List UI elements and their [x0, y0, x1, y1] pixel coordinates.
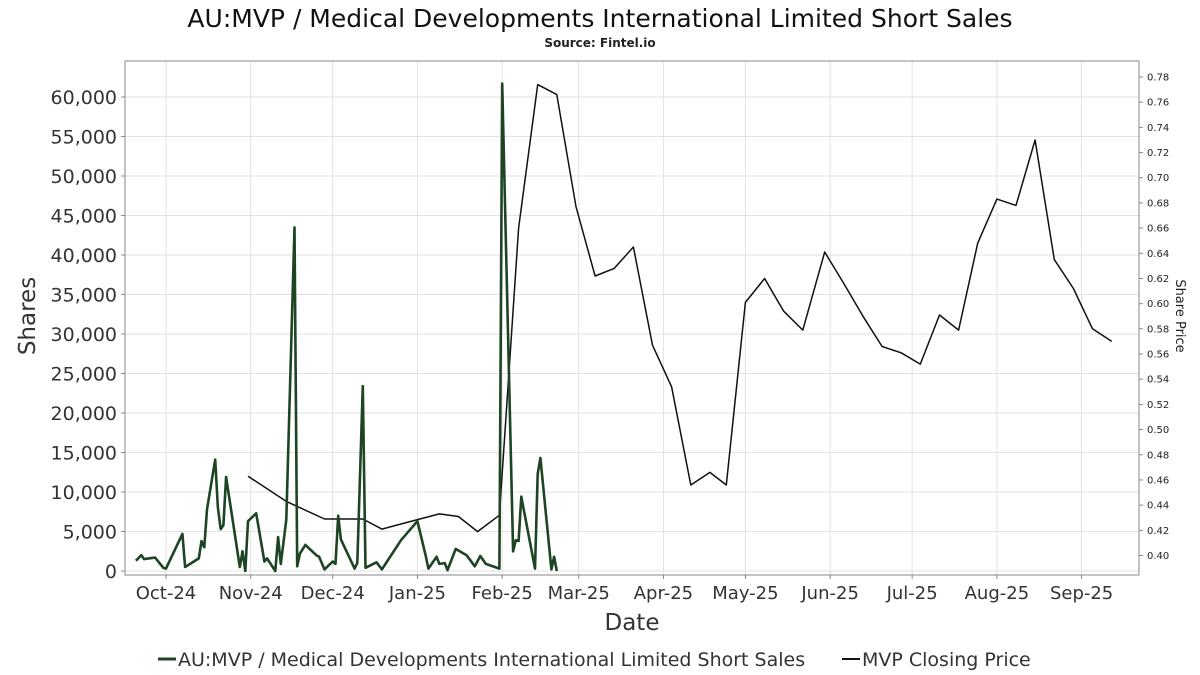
y2-tick-label: 0.78	[1147, 73, 1169, 84]
x-tick-label: Jan-25	[388, 583, 446, 604]
y2-tick-label: 0.44	[1147, 501, 1169, 512]
y2-tick-label: 0.70	[1147, 173, 1169, 184]
y2-tick-label: 0.62	[1147, 274, 1169, 285]
y-tick-label: 50,000	[51, 166, 117, 188]
y-tick-label: 20,000	[51, 403, 117, 425]
y-tick-label: 0	[105, 561, 117, 583]
y2-tick-label: 0.46	[1147, 475, 1169, 486]
y2-tick-label: 0.60	[1147, 299, 1169, 310]
x-tick-label: Dec-24	[301, 583, 365, 604]
chart-subtitle: Source: Fintel.io	[544, 36, 655, 50]
y2-tick-label: 0.72	[1147, 148, 1169, 159]
right-axis-ticks: 0.40 0.42 0.44 0.46 0.48 0.50 0.52 0.54 0.56 0.58…	[1139, 73, 1169, 562]
x-tick-label: Nov-24	[219, 583, 283, 604]
y2-tick-label: 0.50	[1147, 425, 1169, 436]
y2-tick-label: 0.42	[1147, 526, 1169, 537]
y2-tick-label: 0.64	[1147, 249, 1169, 260]
chart-title: AU:MVP / Medical Developments Internatio…	[187, 4, 1012, 33]
y-axis-label: Shares	[15, 277, 41, 355]
y2-tick-label: 0.52	[1147, 400, 1169, 411]
x-tick-label: Aug-25	[965, 583, 1030, 604]
x-tick-label: Sep-25	[1050, 583, 1113, 604]
x-axis-ticks: Oct-24 Nov-24 Dec-24 Jan-25 Feb-25 Mar-25 Apr-…	[136, 575, 1113, 604]
left-axis-ticks: 0 5,000 10,000 15,000 20,000 25,000 30,000 35,0…	[51, 87, 125, 583]
y-tick-label: 15,000	[51, 443, 117, 465]
y2-tick-label: 0.48	[1147, 450, 1169, 461]
y2-tick-label: 0.54	[1147, 375, 1169, 386]
legend: AU:MVP / Medical Developments Internatio…	[158, 649, 1031, 671]
x-tick-label: Jun-25	[800, 583, 859, 604]
y2-axis-label: Share Price	[1172, 279, 1187, 352]
legend-label-short-sales: AU:MVP / Medical Developments Internatio…	[178, 649, 805, 671]
grid-lines	[125, 61, 1139, 575]
x-tick-label: Jul-25	[886, 583, 938, 604]
plot-area	[124, 60, 1140, 576]
y2-tick-label: 0.40	[1147, 551, 1169, 562]
x-tick-label: Oct-24	[136, 583, 197, 604]
y2-tick-label: 0.56	[1147, 350, 1169, 361]
y2-tick-label: 0.66	[1147, 224, 1169, 235]
y-tick-label: 30,000	[51, 324, 117, 346]
y-tick-label: 60,000	[51, 87, 117, 109]
y2-tick-label: 0.58	[1147, 324, 1169, 335]
y-tick-label: 40,000	[51, 245, 117, 267]
y-tick-label: 35,000	[51, 285, 117, 307]
y-tick-label: 55,000	[51, 127, 117, 149]
y-tick-label: 10,000	[51, 482, 117, 504]
x-tick-label: Feb-25	[472, 583, 533, 604]
y-tick-label: 25,000	[51, 364, 117, 386]
x-tick-label: May-25	[712, 583, 778, 604]
x-tick-label: Mar-25	[548, 583, 610, 604]
x-tick-label: Apr-25	[634, 583, 693, 604]
legend-label-closing-price: MVP Closing Price	[862, 649, 1031, 671]
y2-tick-label: 0.68	[1147, 198, 1169, 209]
series-line-closing-price	[247, 83, 1113, 533]
x-axis-label: Date	[605, 610, 660, 636]
series-line-short-sales	[134, 82, 559, 573]
y2-tick-label: 0.74	[1147, 123, 1169, 134]
y2-tick-label: 0.76	[1147, 98, 1169, 109]
y-tick-label: 45,000	[51, 206, 117, 228]
y-tick-label: 5,000	[63, 522, 117, 544]
